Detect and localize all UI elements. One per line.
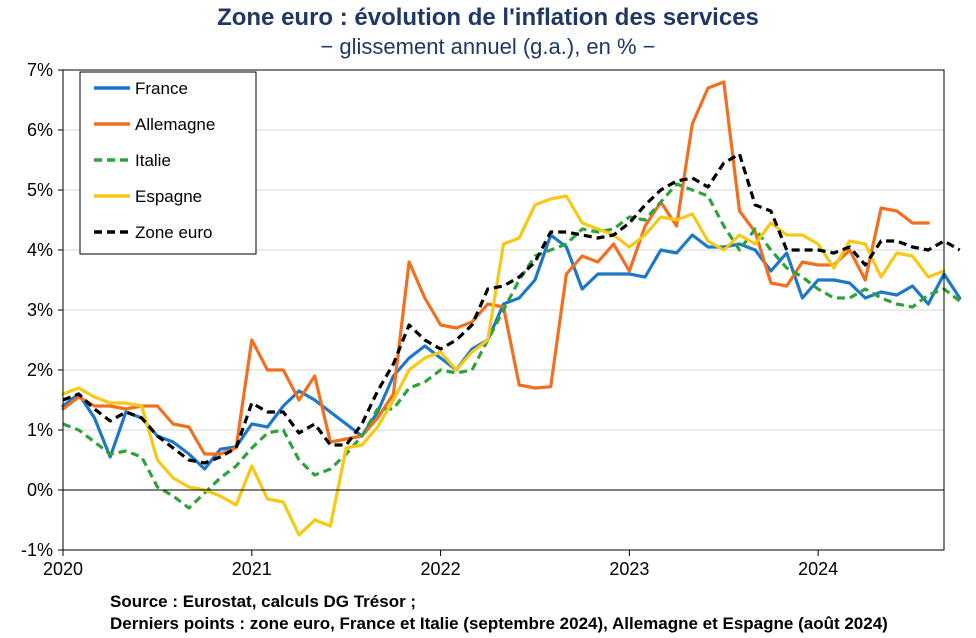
chart-subtitle: − glissement annuel (g.a.), en % − [320, 34, 656, 59]
legend-label: Allemagne [135, 115, 215, 134]
y-tick-label: 6% [27, 120, 53, 140]
chart-title: Zone euro : évolution de l'inflation des… [217, 4, 759, 31]
series-line-italie [62, 182, 961, 510]
series-line-france [61, 233, 962, 471]
legend: France Allemagne Italie Espagne Zone euro [79, 71, 257, 255]
legend-label: Zone euro [135, 223, 213, 242]
y-tick-label: 1% [27, 420, 53, 440]
y-tick-label: 0% [27, 480, 53, 500]
source-note: Source : Eurostat, calculs DG Trésor ; D… [110, 591, 888, 635]
y-tick-label: -1% [21, 540, 53, 560]
y-tick-label: 5% [27, 180, 53, 200]
y-tick-label: 4% [27, 240, 53, 260]
series-line-allemagne [61, 80, 930, 456]
legend-label: Espagne [135, 187, 202, 206]
x-tick-label: 2021 [232, 559, 272, 579]
y-tick-label: 3% [27, 300, 53, 320]
series-layer [61, 80, 962, 537]
y-tick-label: 7% [27, 60, 53, 80]
legend-label: France [135, 79, 188, 98]
inflation-line-chart: -1%0%1%2%3%4%5%6%7%2020 2021 2022 2023 2024 … [21, 60, 962, 579]
series-line-espagne [61, 194, 946, 537]
axis-layer: -1% 0% 1% 2% 3% 4% 5% 6% 7% 2020 2021 2022 2023 2024 [21, 60, 945, 579]
x-tick-label: 2023 [609, 559, 649, 579]
legend-box [79, 71, 257, 255]
last-points-line: Derniers points : zone euro, France et I… [110, 614, 888, 633]
x-tick-label: 2024 [798, 559, 838, 579]
x-tick-label: 2020 [43, 559, 83, 579]
x-tick-label: 2022 [421, 559, 461, 579]
source-line: Source : Eurostat, calculs DG Trésor ; [110, 592, 417, 611]
series-line-zone-euro [62, 152, 961, 465]
legend-label: Italie [135, 151, 171, 170]
y-tick-label: 2% [27, 360, 53, 380]
